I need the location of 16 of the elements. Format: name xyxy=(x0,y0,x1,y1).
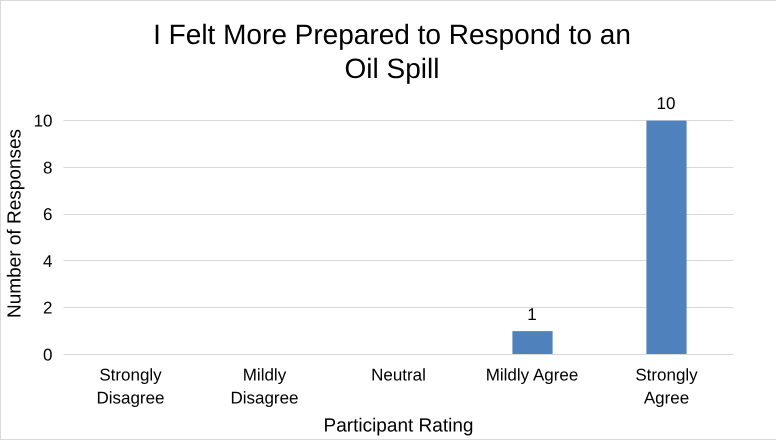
y-tick-label: 8 xyxy=(43,158,53,178)
x-tick-label: Strongly Disagree xyxy=(96,366,165,408)
x-tick-label: Strongly Agree xyxy=(635,366,698,408)
y-tick-label: 0 xyxy=(43,346,53,365)
data-label: 10 xyxy=(656,94,676,114)
y-tick-label: 2 xyxy=(43,298,53,318)
data-label: 1 xyxy=(527,304,537,325)
x-tick-label: Mildly Disagree xyxy=(230,366,299,408)
y-tick-label: 4 xyxy=(43,252,53,272)
y-axis-title: Number of Responses xyxy=(4,129,26,318)
x-tick-label: Neutral xyxy=(371,366,426,385)
y-tick-label: 10 xyxy=(34,112,53,131)
x-tick-label: Mildly Agree xyxy=(486,366,578,385)
y-tick-label: 6 xyxy=(43,205,53,224)
x-axis-title: Participant Rating xyxy=(324,415,474,436)
chart-title: I Felt More Prepared to Respond to an Oil Spill xyxy=(153,18,631,86)
